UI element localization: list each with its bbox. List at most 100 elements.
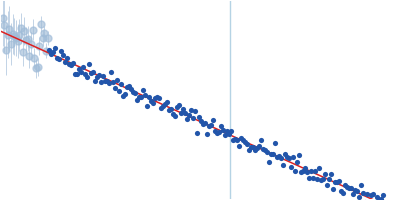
Point [368, 193, 374, 197]
Point [140, 89, 146, 92]
Point [208, 123, 214, 126]
Point [100, 74, 106, 77]
Point [86, 62, 92, 65]
Point [202, 122, 208, 125]
Point [278, 157, 284, 160]
Point [192, 110, 198, 113]
Point [104, 79, 110, 82]
Point [61, 61, 68, 64]
Point [308, 170, 314, 173]
Point [216, 131, 222, 134]
Point [210, 118, 216, 122]
Point [270, 153, 276, 156]
Point [118, 83, 124, 86]
Point [180, 107, 186, 110]
Point [45, 49, 52, 52]
Point [292, 170, 298, 173]
Point [310, 176, 316, 179]
Point [53, 56, 60, 59]
Point [328, 173, 334, 176]
Point [314, 177, 320, 180]
Point [352, 189, 358, 192]
Point [194, 131, 200, 134]
Point [360, 191, 366, 194]
Point [380, 193, 386, 197]
Point [262, 148, 268, 151]
Point [120, 94, 126, 98]
Point [228, 129, 234, 132]
Point [320, 177, 326, 180]
Point [332, 180, 338, 183]
Point [340, 191, 346, 194]
Point [336, 179, 342, 182]
Point [170, 113, 176, 116]
Point [94, 76, 100, 79]
Point [290, 155, 296, 158]
Point [282, 153, 288, 156]
Point [152, 96, 158, 100]
Point [288, 165, 294, 169]
Point [316, 166, 322, 169]
Point [82, 72, 88, 75]
Point [106, 81, 112, 85]
Point [370, 192, 376, 196]
Point [136, 96, 142, 99]
Point [174, 105, 180, 109]
Point [182, 111, 188, 114]
Point [242, 140, 248, 143]
Point [248, 145, 254, 148]
Point [112, 86, 118, 90]
Point [236, 145, 242, 148]
Point [69, 61, 76, 64]
Point [306, 177, 312, 180]
Point [338, 190, 344, 193]
Point [212, 129, 218, 132]
Point [264, 150, 270, 154]
Point [148, 99, 154, 103]
Point [146, 95, 152, 98]
Point [206, 125, 212, 128]
Point [59, 54, 66, 57]
Point [230, 138, 236, 141]
Point [250, 145, 256, 149]
Point [220, 129, 226, 132]
Point [376, 199, 382, 200]
Point [302, 167, 308, 170]
Point [358, 184, 364, 187]
Point [354, 189, 360, 193]
Point [188, 108, 194, 111]
Point [226, 132, 232, 136]
Point [256, 144, 262, 148]
Point [238, 137, 244, 140]
Point [116, 89, 122, 92]
Point [156, 97, 162, 100]
Point [224, 129, 230, 133]
Point [356, 195, 362, 198]
Point [142, 93, 148, 96]
Point [304, 171, 310, 174]
Point [122, 92, 128, 95]
Point [67, 64, 74, 67]
Point [47, 53, 54, 56]
Point [334, 181, 340, 184]
Point [240, 138, 246, 141]
Point [196, 115, 202, 118]
Point [204, 133, 210, 136]
Point [55, 57, 62, 60]
Point [364, 192, 370, 195]
Point [296, 154, 302, 157]
Point [128, 88, 134, 91]
Point [162, 102, 168, 105]
Point [276, 154, 282, 157]
Point [300, 169, 306, 172]
Point [258, 138, 264, 141]
Point [252, 149, 258, 152]
Point [144, 104, 150, 108]
Point [318, 178, 324, 182]
Point [172, 114, 178, 117]
Point [246, 149, 252, 152]
Point [298, 170, 304, 174]
Point [134, 98, 140, 102]
Point [57, 49, 64, 52]
Point [232, 137, 238, 140]
